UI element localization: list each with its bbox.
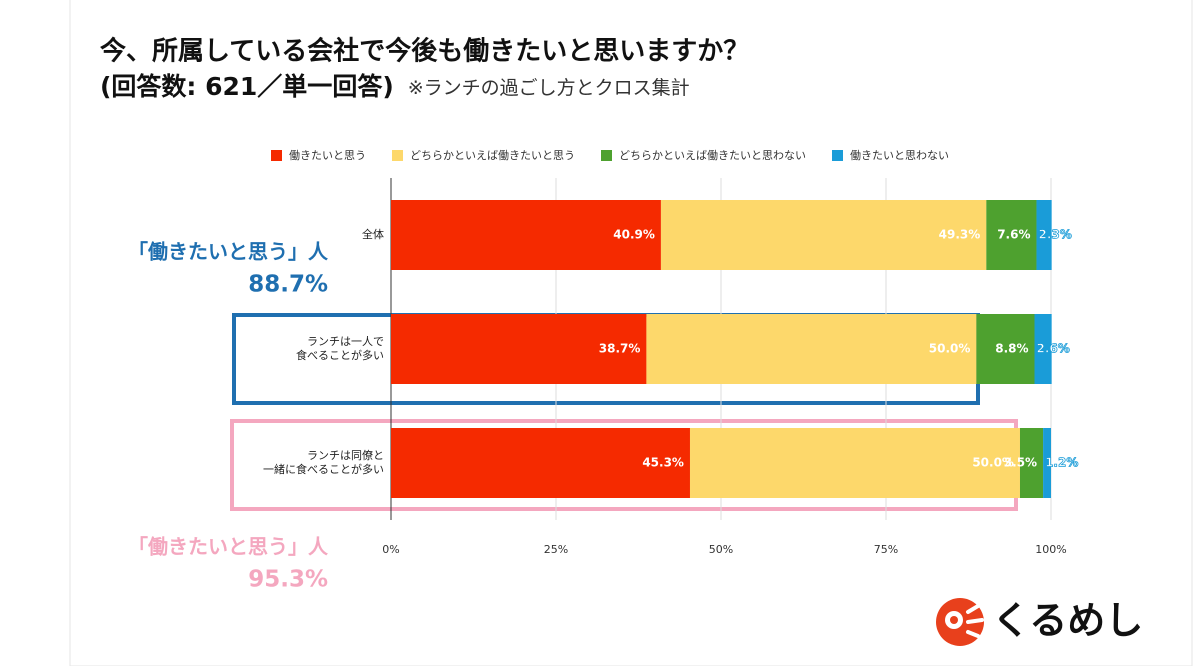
legend-label: どちらかといえば働きたいと思う (410, 149, 575, 162)
chart-subtitle: (回答数: 621／単一回答) ※ランチの過ごし方とクロス集計 (100, 72, 690, 101)
y-tick-label: 一緒に食べることが多い (263, 462, 384, 476)
bar-segment (1019, 428, 1044, 498)
logo-text: くるめし (992, 599, 1143, 643)
y-tick-label: ランチは一人で (307, 335, 384, 348)
data-label: 7.6% (997, 228, 1030, 242)
subtitle: (回答数: 621／単一回答) (100, 72, 394, 101)
bar-segment (976, 314, 1035, 384)
legend-swatch (832, 150, 843, 161)
bar-segment (986, 200, 1037, 270)
bar-segment (646, 314, 977, 384)
data-label: 40.9% (613, 228, 655, 242)
data-label: 1.2% (1045, 456, 1078, 470)
bar-segment (660, 200, 987, 270)
y-tick-label: 食べることが多い (296, 348, 384, 362)
data-label: 8.8% (995, 342, 1028, 356)
x-tick-label: 50% (709, 543, 733, 556)
annotation-total: 95.3% (248, 567, 328, 593)
bar-segment (391, 200, 661, 270)
legend-swatch (601, 150, 612, 161)
legend-label: 働きたいと思う (289, 149, 366, 162)
y-tick-label: ランチは同僚と (307, 449, 384, 462)
chart-title: 今、所属している会社で今後も働きたいと思いますか？ (100, 36, 749, 67)
legend-label: どちらかといえば働きたいと思わない (619, 149, 806, 162)
x-tick-label: 100% (1035, 543, 1066, 556)
annotation-label: 「働きたいと思う」人 (128, 240, 329, 264)
data-label: 3.5% (1004, 456, 1037, 470)
logo: くるめし (936, 598, 1143, 646)
legend-swatch (392, 150, 403, 161)
logo-mark (966, 604, 984, 638)
bar-segment (1043, 428, 1051, 498)
legend-label: 働きたいと思わない (850, 149, 949, 162)
bar-segment (391, 428, 690, 498)
annotation-total: 88.7% (248, 272, 328, 298)
data-label: 50.0% (929, 342, 971, 356)
y-tick-label: 全体 (362, 227, 384, 241)
data-label: 50.0% (972, 456, 1014, 470)
data-label: 2.6% (1037, 342, 1070, 356)
x-tick-label: 0% (382, 543, 399, 556)
data-label: 2.3% (1038, 228, 1071, 242)
bar-segment (1036, 200, 1052, 270)
data-label: 45.3% (642, 456, 684, 470)
data-label: 49.3% (939, 228, 981, 242)
x-tick-label: 75% (874, 543, 898, 556)
logo-pupil (950, 616, 958, 624)
bar-segment (1034, 314, 1052, 384)
data-label: 38.7% (599, 342, 641, 356)
note: ※ランチの過ごし方とクロス集計 (408, 77, 690, 99)
x-tick-label: 25% (544, 543, 568, 556)
bar-segment (689, 428, 1020, 498)
annotation-label: 「働きたいと思う」人 (128, 535, 329, 559)
bar-segment (391, 314, 647, 384)
legend-swatch (271, 150, 282, 161)
